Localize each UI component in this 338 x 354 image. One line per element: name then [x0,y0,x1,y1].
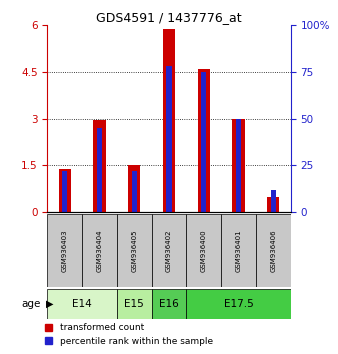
Bar [233,119,245,212]
Bar [256,214,291,287]
Title: GDS4591 / 1437776_at: GDS4591 / 1437776_at [96,11,242,24]
Legend: transformed count, percentile rank within the sample: transformed count, percentile rank withi… [45,324,213,346]
Bar [117,289,152,319]
Text: E16: E16 [159,298,179,309]
Bar [97,128,102,212]
Bar [271,190,276,212]
Text: ▶: ▶ [46,298,53,309]
Bar [58,169,71,212]
Bar [152,214,186,287]
Bar [62,171,67,212]
Bar [152,289,186,319]
Bar [82,214,117,287]
Bar [117,214,152,287]
Bar [221,214,256,287]
Bar [236,119,241,212]
Text: E14: E14 [72,298,92,309]
Text: GSM936402: GSM936402 [166,229,172,272]
Text: GSM936405: GSM936405 [131,229,137,272]
Text: E17.5: E17.5 [224,298,254,309]
Text: GSM936403: GSM936403 [62,229,68,272]
Bar [201,72,207,212]
Bar [198,69,210,212]
Bar [128,165,140,212]
Bar [166,66,172,212]
Bar [163,29,175,212]
Text: GSM936401: GSM936401 [236,229,242,272]
Text: GSM936404: GSM936404 [96,229,102,272]
Text: age: age [21,298,41,309]
Bar [47,289,117,319]
Bar [131,171,137,212]
Bar [93,120,105,212]
Bar [267,197,280,212]
Bar [186,289,291,319]
Bar [186,214,221,287]
Text: GSM936406: GSM936406 [270,229,276,272]
Text: GSM936400: GSM936400 [201,229,207,272]
Bar [47,214,82,287]
Text: E15: E15 [124,298,144,309]
